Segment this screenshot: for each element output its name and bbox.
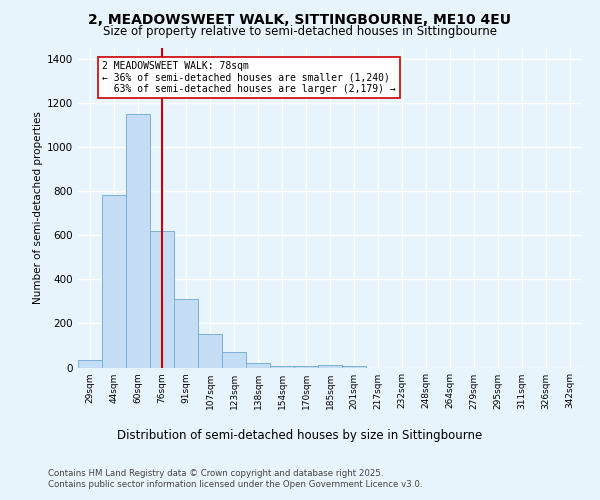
Text: Contains public sector information licensed under the Open Government Licence v3: Contains public sector information licen… bbox=[48, 480, 422, 489]
Text: Size of property relative to semi-detached houses in Sittingbourne: Size of property relative to semi-detach… bbox=[103, 25, 497, 38]
Bar bbox=[102, 196, 126, 368]
Text: 2 MEADOWSWEET WALK: 78sqm
← 36% of semi-detached houses are smaller (1,240)
  63: 2 MEADOWSWEET WALK: 78sqm ← 36% of semi-… bbox=[102, 60, 396, 94]
Text: Contains HM Land Registry data © Crown copyright and database right 2025.: Contains HM Land Registry data © Crown c… bbox=[48, 468, 383, 477]
Bar bbox=[222, 352, 246, 368]
Text: 2, MEADOWSWEET WALK, SITTINGBOURNE, ME10 4EU: 2, MEADOWSWEET WALK, SITTINGBOURNE, ME10… bbox=[89, 12, 511, 26]
Bar bbox=[78, 360, 102, 368]
Bar bbox=[150, 230, 174, 368]
Bar bbox=[246, 363, 270, 368]
Y-axis label: Number of semi-detached properties: Number of semi-detached properties bbox=[33, 111, 43, 304]
Bar bbox=[174, 299, 198, 368]
Bar bbox=[318, 366, 342, 368]
Bar bbox=[270, 366, 294, 368]
Bar bbox=[198, 334, 222, 368]
Bar bbox=[294, 366, 318, 368]
Text: Distribution of semi-detached houses by size in Sittingbourne: Distribution of semi-detached houses by … bbox=[118, 430, 482, 442]
Bar bbox=[342, 366, 366, 368]
Bar bbox=[126, 114, 150, 368]
